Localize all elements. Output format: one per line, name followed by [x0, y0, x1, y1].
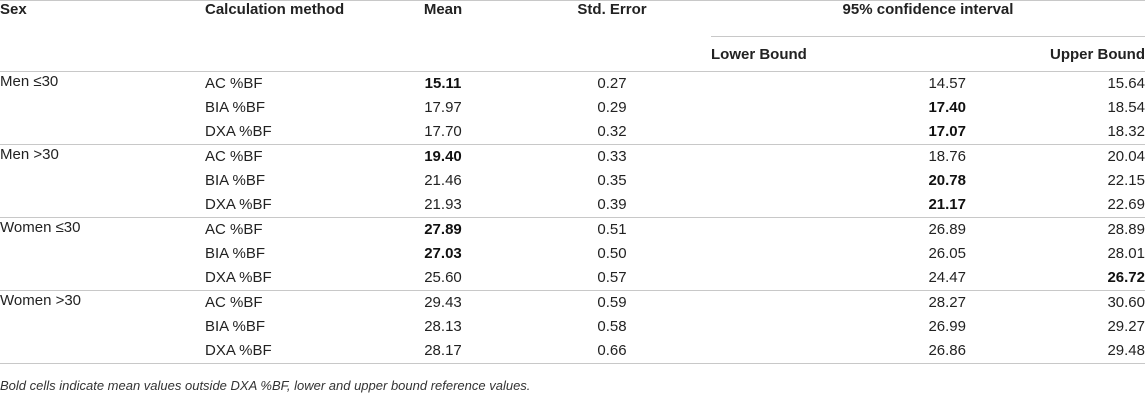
table-row: DXA %BF 28.17 0.66 26.86 29.48 — [0, 339, 1145, 364]
header-upper-bound: Upper Bound — [1050, 45, 1145, 63]
cell-method: DXA %BF — [205, 196, 272, 213]
cell-method: AC %BF — [205, 75, 263, 92]
results-table: Sex Calculation method Mean Std. Error 9… — [0, 0, 1145, 364]
table-group: Men >30 AC %BF 19.40 0.33 18.76 20.04 BIA %BF 2… — [0, 145, 1145, 218]
cell-upper-bound: 15.64 — [1107, 75, 1145, 92]
table-row: Men >30 AC %BF 19.40 0.33 18.76 20.04 — [0, 145, 1145, 170]
table-row: Women >30 AC %BF 29.43 0.59 28.27 30.60 — [0, 291, 1145, 316]
cell-mean: 25.60 — [424, 269, 462, 286]
table-header: Sex Calculation method Mean Std. Error 9… — [0, 0, 1145, 72]
cell-lower-bound: 17.07 — [928, 123, 966, 140]
cell-method: BIA %BF — [205, 245, 266, 262]
header-method: Calculation method — [205, 1, 345, 18]
cell-mean: 29.43 — [424, 294, 462, 311]
cell-std-error: 0.51 — [597, 221, 627, 238]
cell-lower-bound: 24.47 — [928, 269, 966, 286]
header-mean: Mean — [423, 1, 463, 18]
cell-mean: 28.17 — [424, 342, 462, 359]
table-group: Men ≤30 AC %BF 15.11 0.27 14.57 15.64 BIA %BF 1… — [0, 72, 1145, 145]
cell-std-error: 0.27 — [597, 75, 627, 92]
cell-lower-bound: 20.78 — [928, 172, 966, 189]
header-lower-bound: Lower Bound — [711, 45, 807, 63]
table-row: BIA %BF 17.97 0.29 17.40 18.54 — [0, 96, 1145, 120]
cell-std-error: 0.58 — [597, 318, 627, 335]
cell-lower-bound: 26.86 — [928, 342, 966, 359]
cell-mean: 21.46 — [424, 172, 462, 189]
cell-sex: Men >30 — [0, 146, 59, 163]
cell-upper-bound: 30.60 — [1107, 294, 1145, 311]
cell-lower-bound: 28.27 — [928, 294, 966, 311]
cell-method: BIA %BF — [205, 172, 266, 189]
cell-sex: Women >30 — [0, 292, 82, 309]
cell-mean: 21.93 — [424, 196, 462, 213]
cell-sex: Women ≤30 — [0, 219, 81, 236]
cell-std-error: 0.33 — [597, 148, 627, 165]
cell-method: DXA %BF — [205, 269, 272, 286]
cell-std-error: 0.57 — [597, 269, 627, 286]
table-row: DXA %BF 17.70 0.32 17.07 18.32 — [0, 120, 1145, 145]
cell-std-error: 0.39 — [597, 196, 627, 213]
cell-mean: 17.70 — [424, 123, 462, 140]
cell-upper-bound: 29.27 — [1107, 318, 1145, 335]
cell-upper-bound: 22.69 — [1107, 196, 1145, 213]
table-row: DXA %BF 21.93 0.39 21.17 22.69 — [0, 193, 1145, 218]
cell-upper-bound: 28.01 — [1107, 245, 1145, 262]
cell-upper-bound: 22.15 — [1107, 172, 1145, 189]
cell-mean: 27.03 — [424, 245, 462, 262]
cell-lower-bound: 26.89 — [928, 221, 966, 238]
cell-sex: Men ≤30 — [0, 73, 59, 90]
cell-upper-bound: 29.48 — [1107, 342, 1145, 359]
cell-upper-bound: 18.54 — [1107, 99, 1145, 116]
header-sex: Sex — [0, 1, 27, 18]
cell-mean: 19.40 — [424, 148, 462, 165]
cell-upper-bound: 18.32 — [1107, 123, 1145, 140]
cell-lower-bound: 26.99 — [928, 318, 966, 335]
cell-mean: 27.89 — [424, 221, 462, 238]
cell-lower-bound: 21.17 — [928, 196, 966, 213]
cell-std-error: 0.32 — [597, 123, 627, 140]
table-row: BIA %BF 21.46 0.35 20.78 22.15 — [0, 169, 1145, 193]
table-group: Women >30 AC %BF 29.43 0.59 28.27 30.60 BIA %B… — [0, 291, 1145, 364]
cell-std-error: 0.66 — [597, 342, 627, 359]
table-row: Men ≤30 AC %BF 15.11 0.27 14.57 15.64 — [0, 72, 1145, 97]
cell-method: BIA %BF — [205, 99, 266, 116]
cell-mean: 15.11 — [424, 75, 462, 92]
cell-mean: 17.97 — [424, 99, 462, 116]
cell-method: AC %BF — [205, 294, 263, 311]
cell-mean: 28.13 — [424, 318, 462, 335]
cell-method: BIA %BF — [205, 318, 266, 335]
cell-lower-bound: 17.40 — [928, 99, 966, 116]
cell-upper-bound: 20.04 — [1107, 148, 1145, 165]
header-confidence-interval: 95% confidence interval — [711, 0, 1145, 37]
cell-method: AC %BF — [205, 148, 263, 165]
cell-method: AC %BF — [205, 221, 263, 238]
cell-std-error: 0.29 — [597, 99, 627, 116]
cell-upper-bound: 28.89 — [1107, 221, 1145, 238]
header-std-error: Std. Error — [577, 1, 647, 18]
table-group: Women ≤30 AC %BF 27.89 0.51 26.89 28.89 BIA %B… — [0, 218, 1145, 291]
table-row: DXA %BF 25.60 0.57 24.47 26.72 — [0, 266, 1145, 291]
cell-std-error: 0.59 — [597, 294, 627, 311]
cell-method: DXA %BF — [205, 123, 272, 140]
cell-lower-bound: 18.76 — [928, 148, 966, 165]
cell-std-error: 0.35 — [597, 172, 627, 189]
table-footnote: Bold cells indicate mean values outside … — [0, 378, 531, 393]
table-row: BIA %BF 27.03 0.50 26.05 28.01 — [0, 242, 1145, 266]
cell-method: DXA %BF — [205, 342, 272, 359]
cell-lower-bound: 26.05 — [928, 245, 966, 262]
table-row: BIA %BF 28.13 0.58 26.99 29.27 — [0, 315, 1145, 339]
table-row: Women ≤30 AC %BF 27.89 0.51 26.89 28.89 — [0, 218, 1145, 243]
cell-upper-bound: 26.72 — [1107, 269, 1145, 286]
cell-lower-bound: 14.57 — [928, 75, 966, 92]
cell-std-error: 0.50 — [597, 245, 627, 262]
